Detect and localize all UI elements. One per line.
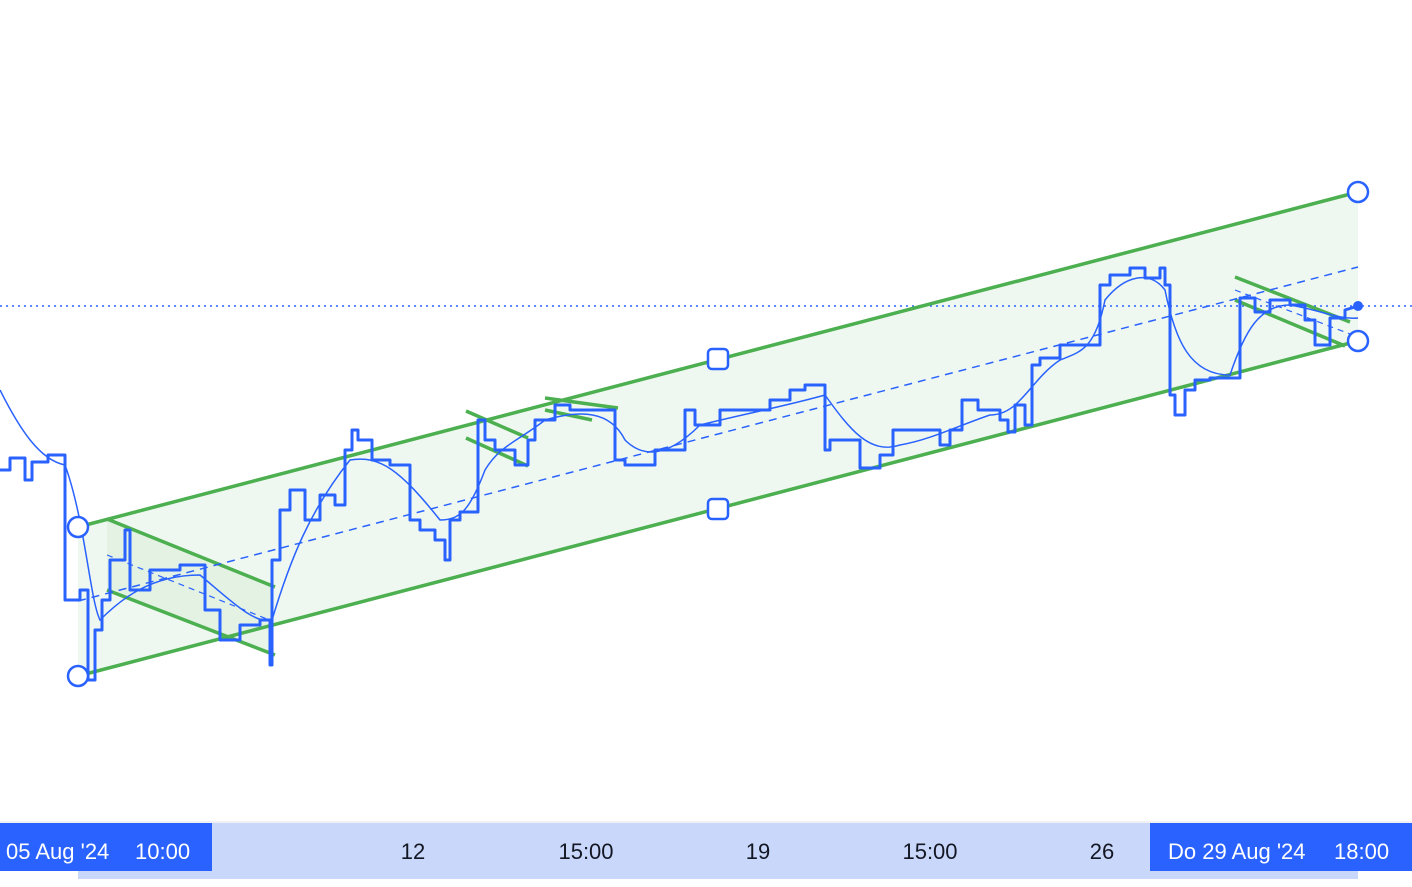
- sub-median: [106, 554, 273, 622]
- sub-channel: [106, 588, 276, 657]
- handle[interactable]: [66, 515, 90, 539]
- x-tick-label: 15:00: [558, 839, 613, 864]
- end-label-box: [1150, 823, 1412, 871]
- handle[interactable]: [706, 497, 730, 521]
- channel-median: [77, 266, 1359, 602]
- x-tick-label: 12: [401, 839, 425, 864]
- sub-channel: [106, 517, 276, 589]
- sub-channel-fill: [107, 519, 272, 655]
- handle[interactable]: [66, 664, 90, 688]
- start-time: 10:00: [135, 839, 190, 864]
- handle[interactable]: [706, 347, 730, 371]
- sub-channel: [1234, 298, 1346, 348]
- sub-channel: [544, 396, 619, 410]
- x-tick-label: 19: [746, 839, 770, 864]
- sub-channel: [465, 436, 529, 468]
- x-tick-label: 15:00: [902, 839, 957, 864]
- start-label-box: [0, 823, 212, 871]
- end-time: 18:00: [1334, 839, 1389, 864]
- end-date: Do 29 Aug '24: [1168, 839, 1306, 864]
- start-date: 05 Aug '24: [6, 839, 109, 864]
- x-tick-label: 26: [1090, 839, 1114, 864]
- sub-channel: [465, 409, 529, 440]
- handle[interactable]: [1346, 180, 1370, 204]
- handle[interactable]: [1346, 329, 1370, 353]
- moving-average: [0, 276, 1359, 622]
- axis-range-highlight: [78, 823, 1358, 879]
- price-line: [0, 266, 1359, 682]
- last-price-dot: [1353, 301, 1363, 311]
